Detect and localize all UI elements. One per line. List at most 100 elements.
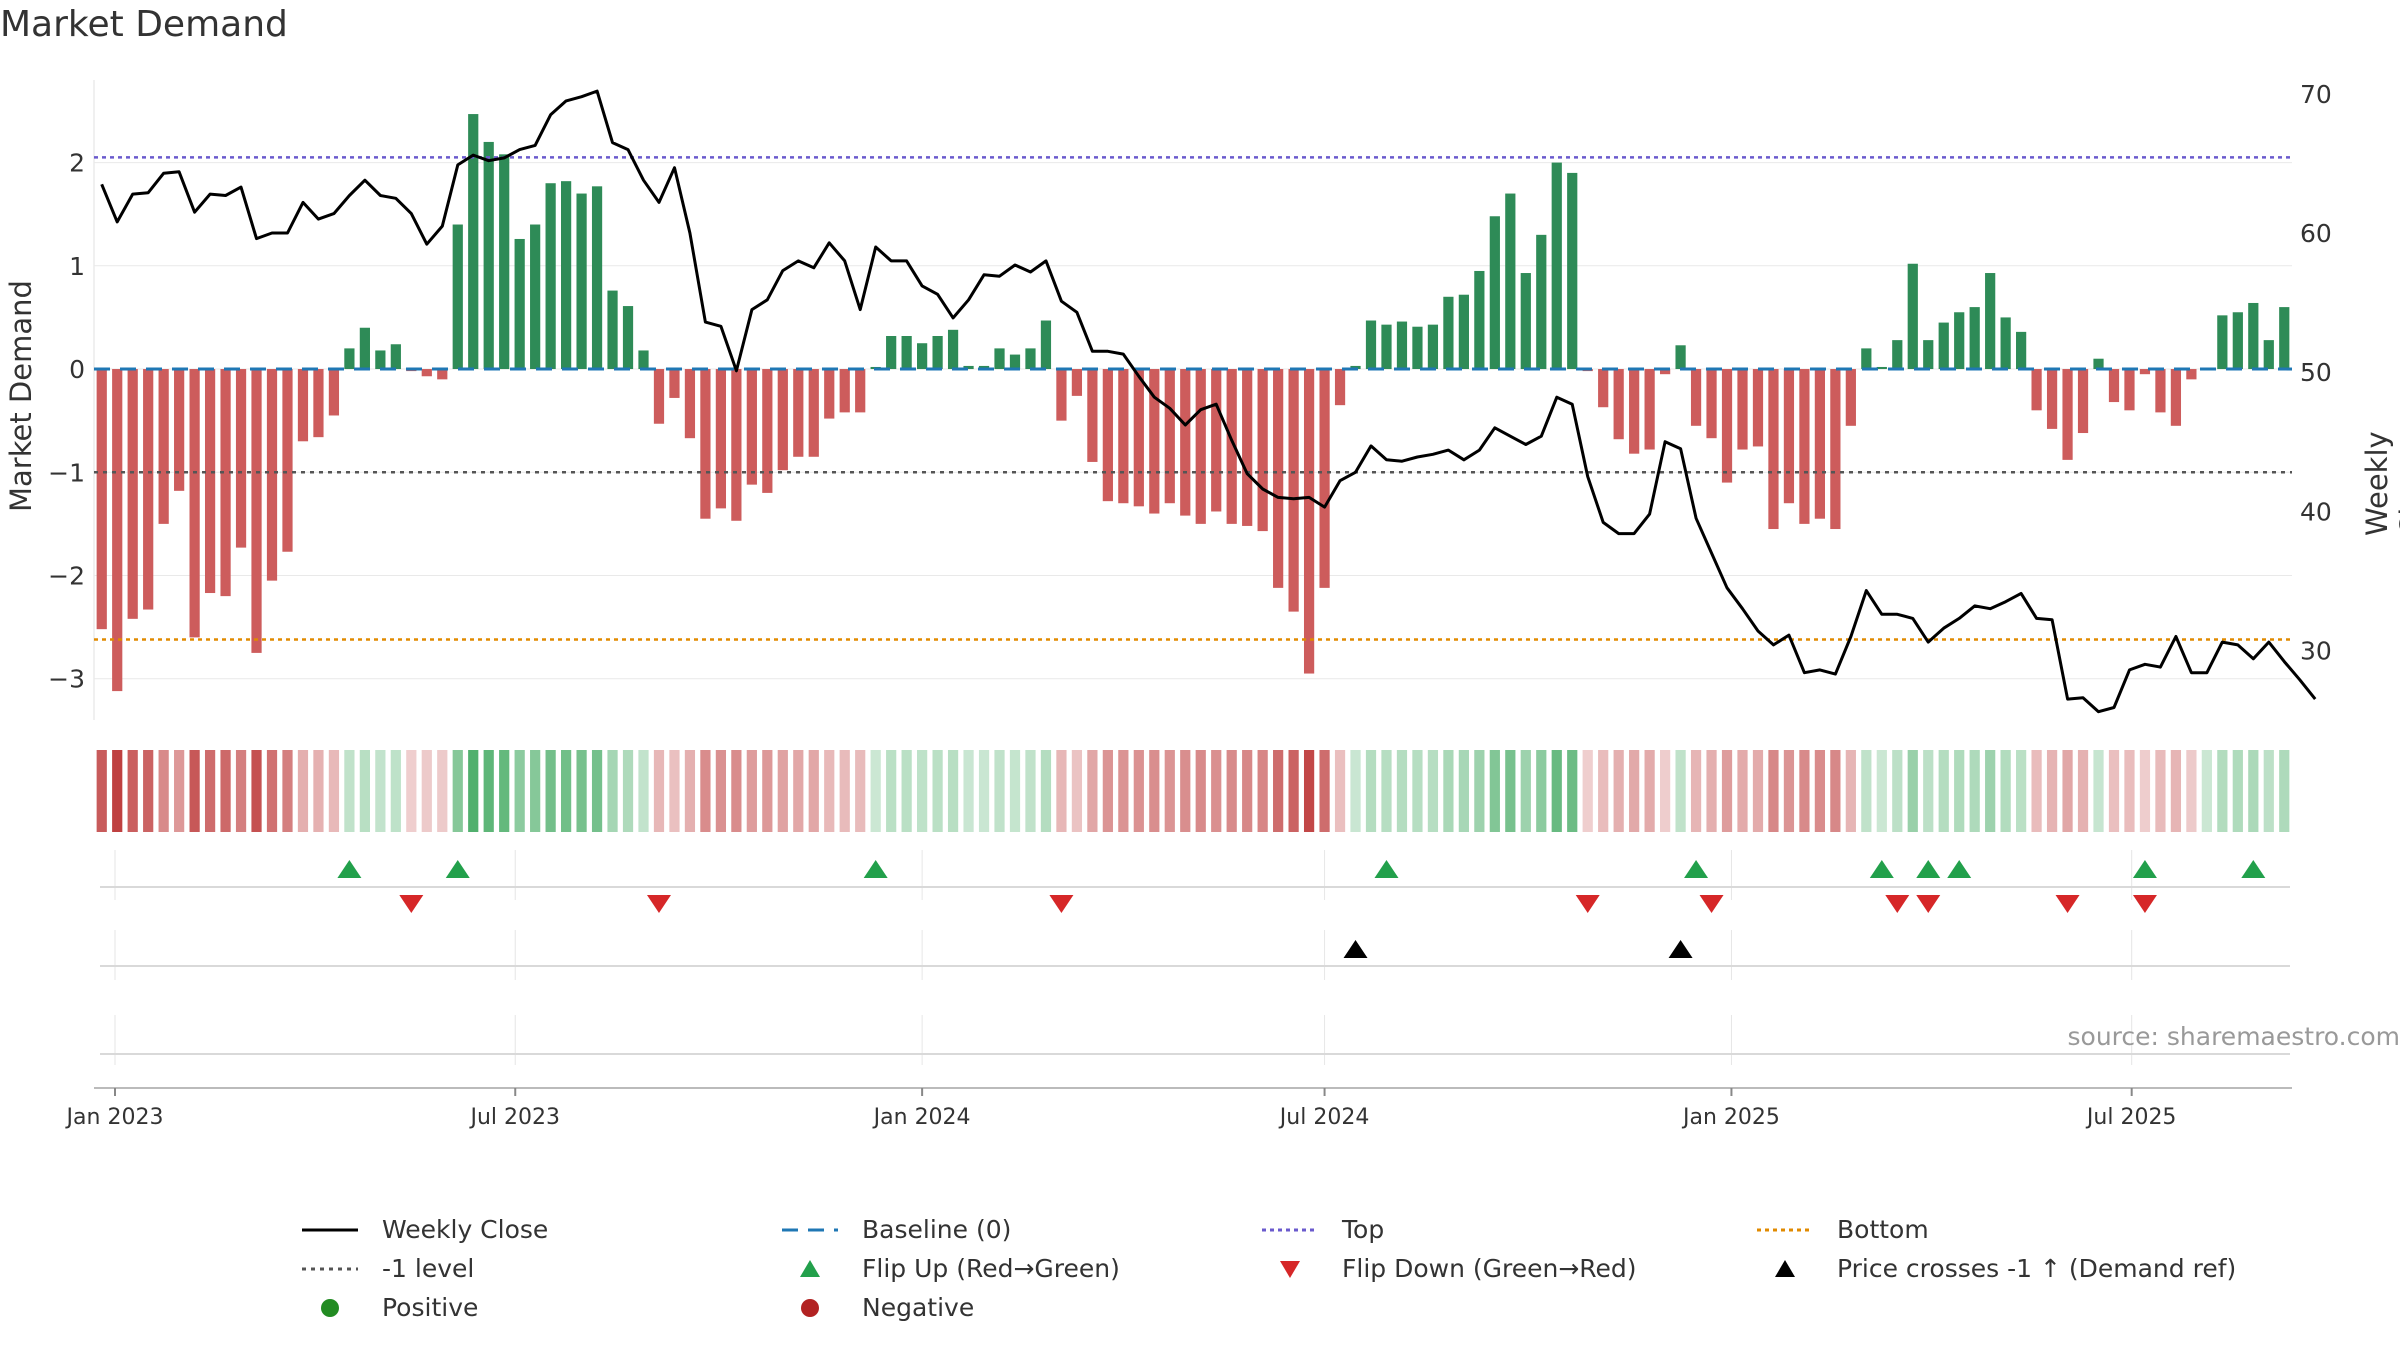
heat-cell	[994, 750, 1005, 832]
heat-cell	[932, 750, 943, 832]
flip-up-marker	[1916, 860, 1941, 878]
bar-negative	[96, 369, 107, 630]
heat-cell	[468, 750, 479, 832]
legend-marker-flip-down	[1280, 1260, 1300, 1278]
bar-negative	[653, 369, 665, 424]
heat-cell	[1040, 750, 1052, 832]
bar-negative	[1180, 369, 1191, 516]
heat-cell	[2062, 750, 2073, 832]
bar-positive	[1551, 162, 1562, 370]
heat-cell	[2232, 750, 2243, 832]
heat-cell	[1133, 750, 1144, 832]
legend: Weekly Close -1 level Positive Baseline …	[300, 1215, 2300, 1345]
heat-cell	[746, 750, 757, 832]
heat-cell	[2139, 750, 2151, 832]
legend-label-positive: Positive	[382, 1293, 479, 1322]
bar-positive	[1458, 294, 1469, 370]
heat-cell	[1242, 750, 1253, 832]
bar-negative	[1814, 369, 1826, 519]
bar-positive	[638, 350, 649, 370]
heat-cell	[158, 750, 169, 832]
bar-negative	[2108, 369, 2120, 403]
heat-cell	[406, 750, 417, 832]
heat-cell	[1675, 750, 1686, 832]
bar-positive	[994, 348, 1005, 370]
bar-negative	[1242, 369, 1253, 526]
heat-cell	[1087, 750, 1098, 832]
bar-negative	[746, 369, 757, 485]
heat-cell	[1752, 750, 1764, 832]
bar-negative	[2170, 369, 2182, 426]
heat-cell	[808, 750, 819, 832]
bar-negative	[1056, 369, 1067, 421]
bar-negative	[808, 369, 819, 457]
heat-cell	[1536, 750, 1547, 832]
bar-positive	[978, 365, 990, 370]
heat-cell	[1102, 750, 1113, 832]
heat-cell	[1814, 750, 1826, 832]
bar-negative	[437, 369, 448, 380]
source-note: source: sharemaestro.com	[2067, 1022, 2400, 1051]
bar-positive	[932, 336, 943, 370]
y-tick-right-4: 30	[2300, 636, 2332, 665]
legend-line-baseline	[782, 1228, 838, 1231]
x-tick-label-1: Jul 2023	[468, 1105, 560, 1130]
bar-positive	[1009, 354, 1021, 370]
heat-cell	[870, 750, 881, 832]
heat-cell	[1783, 750, 1795, 832]
heat-cell	[1582, 750, 1593, 832]
legend-item-price-cross: Price crosses -1 ↑ (Demand ref)	[1755, 1254, 2236, 1283]
bar-positive	[530, 224, 541, 370]
bar-positive	[1985, 273, 1996, 370]
bar-negative	[684, 369, 696, 439]
bar-positive	[1520, 273, 1531, 370]
heat-cell	[978, 750, 990, 832]
bar-negative	[1288, 369, 1299, 612]
bar-negative	[143, 369, 154, 610]
bar-positive	[1489, 216, 1500, 370]
heat-cell	[1768, 750, 1779, 832]
bar-negative	[421, 369, 432, 377]
heat-cell	[2263, 750, 2274, 832]
legend-dot-negative	[801, 1298, 819, 1317]
y-tick-right-0: 70	[2300, 80, 2332, 109]
bar-positive	[514, 238, 525, 370]
bar-negative	[112, 369, 123, 692]
bar-negative	[2062, 369, 2073, 460]
bar-negative	[174, 369, 185, 491]
heat-cell	[1118, 750, 1129, 832]
heat-cell	[1721, 750, 1733, 832]
bar-negative	[1303, 369, 1315, 674]
heat-cell	[344, 750, 355, 832]
flip-up-marker	[863, 860, 888, 878]
heat-cell	[1706, 750, 1717, 832]
legend-label-weekly-close: Weekly Close	[382, 1215, 549, 1244]
heat-cell	[669, 750, 680, 832]
bar-positive	[2016, 331, 2027, 370]
bar-negative	[1319, 369, 1330, 588]
bar-negative	[1133, 369, 1144, 507]
bar-positive	[1505, 193, 1516, 370]
heat-cell	[1830, 750, 1841, 832]
bar-negative	[1768, 369, 1779, 530]
flip-down-marker	[1916, 895, 1941, 913]
heat-cell	[499, 750, 510, 832]
bar-positive	[963, 365, 974, 370]
heat-cell	[1613, 750, 1624, 832]
bar-negative	[839, 369, 850, 413]
bar-negative	[700, 369, 711, 519]
heat-cell	[607, 750, 618, 832]
legend-marker-flip-up	[800, 1259, 820, 1277]
heat-cell	[1520, 750, 1531, 832]
bar-positive	[1381, 324, 1392, 370]
bar-positive	[375, 350, 386, 370]
bar-positive	[1876, 366, 1887, 370]
heat-cell	[1443, 750, 1454, 832]
bar-negative	[1783, 369, 1795, 504]
bar-negative	[731, 369, 742, 521]
legend-item-positive: Positive	[300, 1293, 478, 1322]
bar-negative	[2155, 369, 2166, 413]
heat-cell	[421, 750, 432, 832]
heat-cell	[143, 750, 154, 832]
y-tick-right-1: 60	[2300, 219, 2332, 248]
